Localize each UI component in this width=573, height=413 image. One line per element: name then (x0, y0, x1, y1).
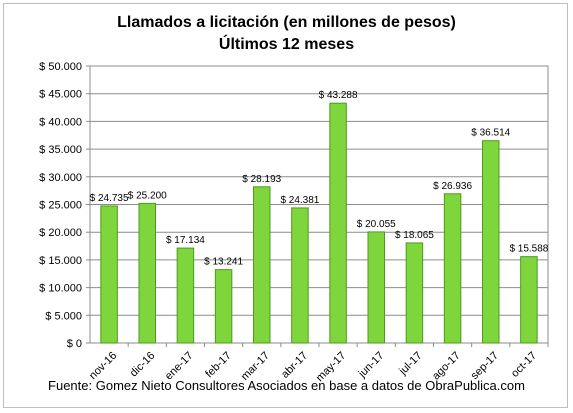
y-tick-label: $ 5.000 (45, 310, 82, 322)
x-tick-label: jul-17 (396, 350, 424, 378)
data-label: $ 20.055 (357, 219, 396, 230)
y-tick-label: $ 30.000 (39, 172, 82, 184)
data-label: $ 26.936 (433, 181, 472, 192)
data-label: $ 28.193 (242, 174, 281, 185)
data-label: $ 25.200 (128, 190, 167, 201)
chart-subtitle: Últimos 12 meses (218, 36, 355, 53)
bar-dic-16 (138, 202, 156, 344)
data-label: $ 17.134 (166, 235, 205, 246)
y-tick-label: $ 25.000 (39, 200, 82, 212)
bar-ene-17 (176, 247, 195, 344)
y-tick-label: $ 40.000 (39, 116, 82, 128)
y-tick-label: $ 45.000 (39, 89, 82, 101)
y-tick-label: $ 35.000 (39, 144, 82, 156)
data-label: $ 13.241 (204, 257, 243, 268)
bar-ago-17 (443, 193, 462, 344)
bar-abr-17 (291, 207, 309, 344)
x-tick-label: oct-17 (509, 350, 539, 380)
x-tick-label: feb-17 (203, 350, 234, 381)
y-tick-label: $ 10.000 (39, 283, 82, 295)
chart-frame (3, 3, 568, 408)
bar-feb-17 (214, 269, 233, 344)
data-label: $ 15.588 (509, 244, 548, 255)
data-label: $ 43.288 (319, 90, 358, 101)
y-tick-label: $ 15.000 (39, 255, 82, 267)
bar-oct-17 (520, 256, 538, 344)
y-tick-label: $ 50.000 (39, 61, 82, 73)
bar-may-17 (329, 102, 347, 344)
x-tick-label: dic-16 (128, 350, 158, 380)
data-label: $ 18.065 (395, 230, 434, 241)
x-tick-label: abr-17 (279, 350, 310, 381)
bar-jul-17 (405, 242, 424, 344)
x-tick-label: jun-17 (356, 350, 387, 381)
chart-title: Llamados a licitación (en millones de pe… (117, 14, 456, 31)
data-label: $ 24.381 (280, 195, 319, 206)
data-label: $ 24.735 (90, 193, 129, 204)
bar-sep-17 (482, 140, 500, 344)
chart-source: Fuente: Gomez Nieto Consultores Asociado… (48, 378, 525, 393)
bar-mar-17 (253, 186, 271, 344)
y-tick-label: $ 0 (67, 338, 82, 350)
bar-nov-16 (100, 205, 118, 344)
y-tick-label: $ 20.000 (39, 227, 82, 239)
bar-jun-17 (367, 231, 385, 344)
data-label: $ 36.514 (471, 128, 510, 139)
